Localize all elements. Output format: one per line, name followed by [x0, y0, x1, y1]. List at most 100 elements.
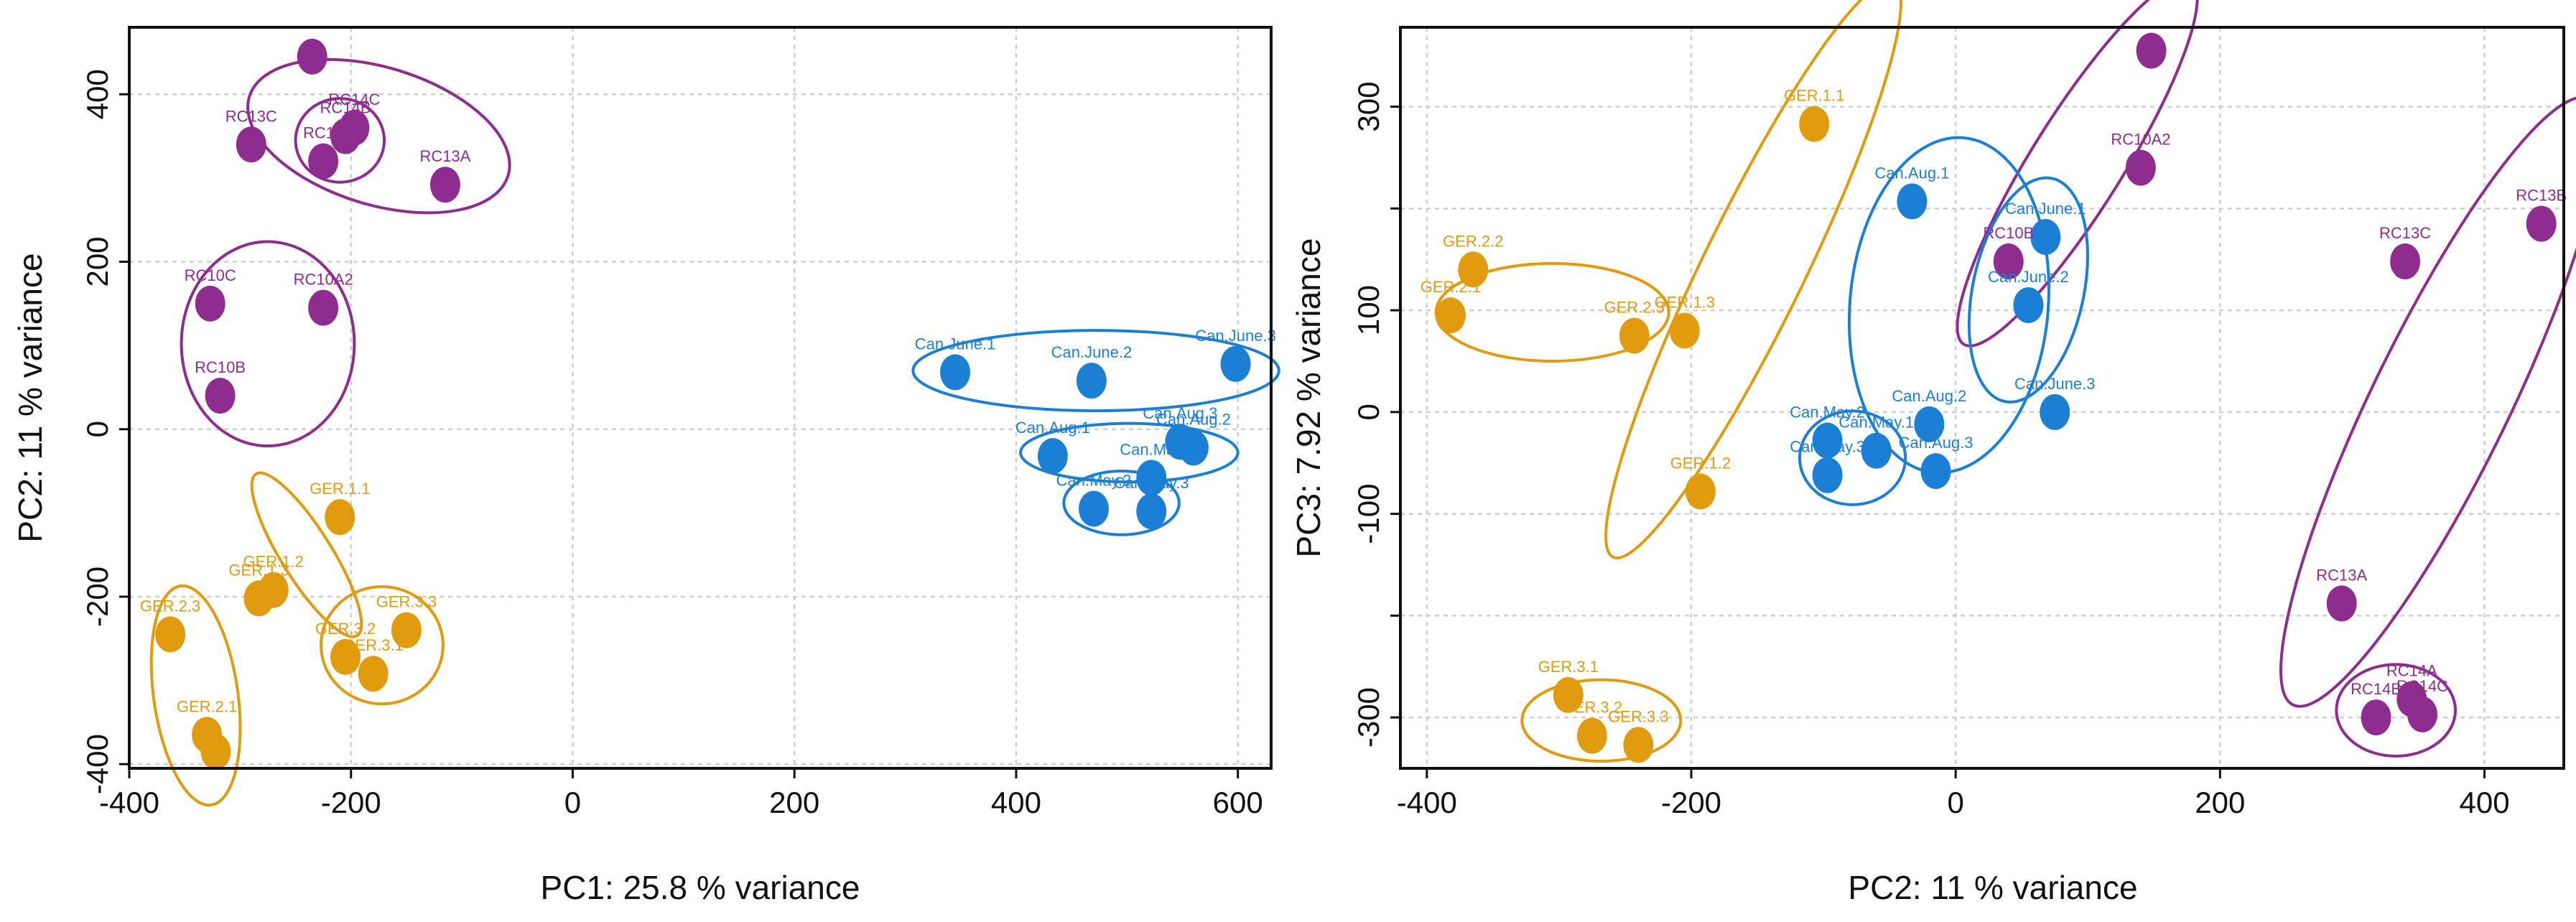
pc2-pc3-point-label-can-june-2: Can.June.2 [1988, 268, 2069, 286]
pc2-pc3-point-label-rc14c: RC14C [2396, 677, 2448, 695]
pc1-pc2-x-tick-label: 600 [1213, 786, 1263, 819]
pc2-pc3-point-can-june-2 [2013, 287, 2044, 323]
pc2-pc3-x-tick-label: -400 [1397, 786, 1457, 819]
pc2-pc3-y-axis-title: PC3: 7.92 % variance [1290, 238, 1327, 558]
pc2-pc3-x-ticks: -400 -200 0 200 400 [1397, 768, 2510, 819]
pc2-pc3-point-label-ger-2-3: GER.2.3 [1604, 299, 1665, 317]
pc2-pc3-point-label-ger-1-2: GER.1.2 [1670, 454, 1731, 472]
pc1-pc2-point-label-can-may: Can.May [1120, 440, 1183, 458]
pc1-pc2-x-ticks: -400 -200 0 200 400 600 [99, 768, 1263, 819]
pc1-pc2-point-label-can-aug-1: Can.Aug.1 [1015, 419, 1090, 437]
pc1-pc2-point-rc10a2 [308, 289, 339, 326]
pc1-pc2-point-label-ger-3-2: GER.3.2 [315, 620, 376, 638]
pc2-pc3-point-ger-3-2 [1576, 717, 1607, 754]
pc1-pc2-point-label-ger-3-1: GER.3.1 [343, 636, 403, 654]
pc2-pc3-x-tick-label: 200 [2195, 786, 2245, 819]
pc1-pc2-y-tick-label: -200 [80, 567, 114, 627]
pc1-pc2-ellipse-ger [149, 584, 242, 807]
pc1-pc2-point-label-can-june-3: Can.June.3 [1195, 327, 1276, 345]
pc1-pc2-point-label-ger-2-3: GER.2.3 [140, 597, 200, 615]
pc1-pc2-point-rc14 [308, 143, 339, 180]
pc1-pc2-point-label-ger-1-2: GER.1.2 [243, 553, 303, 571]
pc2-pc3-ellipse-can [1967, 176, 2089, 404]
pc1-pc2-point-label-rc10b: RC10B [195, 358, 246, 376]
pc2-pc3-point-label-ger-1-1: GER.1.1 [1784, 87, 1844, 105]
pc1-pc2-ellipse-can [1019, 422, 1240, 484]
pc1-pc2-point-rc10c [195, 285, 225, 322]
pc2-pc3-point-can-june-3 [2040, 394, 2070, 430]
pc2-pc3-y-tick-label: 100 [1352, 285, 1385, 335]
pc2-pc3-point-label-can-may-3: Can.May.3 [1790, 438, 1865, 456]
pc1-pc2-ellipse-can [1062, 470, 1181, 536]
pc2-pc3-point-label-rc14b: RC14B [2351, 680, 2401, 698]
pc2-pc3-point-ger-3-3 [1623, 727, 1654, 763]
pc1-pc2-ellipse-ger [320, 585, 445, 706]
pc1-pc2-y-ticks: -400 -200 0 200 400 [80, 69, 129, 794]
pc1-pc2-point-rc13a [429, 167, 460, 203]
pc2-pc3-x-tick-label: 0 [1948, 786, 1964, 819]
pc2-pc3-ellipse-ger [1604, 0, 1902, 560]
pc1-pc2-ellipse-rc [294, 97, 386, 184]
pc1-pc2-point-ger-3-2 [330, 638, 361, 675]
pc2-pc3-point-label-rc13c: RC13C [2379, 224, 2431, 242]
pc1-pc2-y-tick-label: -400 [80, 734, 114, 794]
pc1-pc2-point-label-ger-2-1: GER.2.1 [177, 697, 237, 715]
pc1-pc2-x-tick-label: 200 [769, 786, 819, 819]
pc2-pc3-point-ger-1-3 [1669, 312, 1700, 349]
pc2-pc3-grid [1400, 27, 2564, 768]
pc1-pc2-point-label-rc13c: RC13C [225, 107, 277, 125]
pc2-pc3-point-label-ger-1-3: GER.1.3 [1655, 293, 1715, 311]
pc2-pc3-point-can-aug-3 [1920, 453, 1951, 490]
pc2-pc3-point-can-aug-2 [1914, 406, 1945, 442]
pc1-pc2-point-label-can-may-3: Can.May.3 [1114, 474, 1189, 492]
pc1-pc2-point-can-aug-1 [1037, 438, 1068, 475]
pc1-pc2-point-ger-3-3 [391, 612, 422, 648]
pc1-pc2-point-label-rc14b: RC14B [320, 99, 371, 117]
pc2-pc3-point-label-rc13a: RC13A [2316, 566, 2367, 584]
pc1-pc2-point-label-rc10c: RC10C [185, 266, 236, 284]
pc1-pc2-y-tick-label: 0 [80, 421, 114, 437]
pc2-pc3-point-ger-1-1 [1799, 106, 1830, 142]
pc2-pc3-point-rc13b [2526, 205, 2557, 242]
pc2-pc3-point-can-june-1 [2030, 219, 2061, 256]
pc2-pc3-point-can-may-3 [1812, 457, 1843, 493]
pc1-pc2-x-tick-label: -200 [321, 786, 381, 819]
pc1-pc2-point-label-rc14c: RC14C [328, 90, 380, 108]
pc2-pc3-point-can-may-2 [1812, 422, 1843, 459]
pc1-pc2-point-label-ger-2-2: GER.2.2 [185, 714, 246, 732]
pc2-pc3-point-rc10a2 [2125, 149, 2156, 186]
pc2-pc3-point-label-rc10b: RC10B [1983, 224, 2034, 242]
pc2-pc3-point-label-rc10a2: RC10A2 [2111, 131, 2170, 149]
pc1-pc2-point-label-ger-1-3: GER.1.3 [228, 561, 289, 579]
pc1-pc2-point-can-may [1136, 460, 1167, 496]
pc1-pc2-point-label-ger-1-1: GER.1.1 [310, 480, 370, 498]
pc1-pc2-ellipse-can [911, 329, 1280, 413]
pc1-pc2-point-can-aug-2 [1178, 429, 1209, 466]
pc1-pc2-y-axis-title: PC2: 11 % variance [11, 253, 49, 542]
pc2-pc3-point-rc10c [2136, 32, 2167, 69]
pc1-pc2-y-tick-label: 400 [80, 69, 114, 119]
pc2-pc3-point-label-can-june-3: Can.June.3 [2014, 375, 2096, 393]
pc2-pc3-point-ger-2-2 [1458, 251, 1489, 288]
pc2-pc3-point-label-ger-3-1: GER.3.1 [1538, 658, 1599, 676]
pc1-pc2-x-tick-label: -400 [99, 786, 159, 819]
pc1-pc2-point-label-can-may-2: Can.May.2 [1056, 472, 1132, 490]
pc1-pc2-point-ger-3-1 [358, 656, 389, 692]
pc1-pc2-point-can-june-3 [1220, 345, 1251, 382]
pc1-pc2-grid [128, 27, 1271, 768]
pc1-pc2-x-tick-label: 0 [564, 786, 581, 819]
pc2-pc3-point-label-rc13b: RC13B [2516, 187, 2567, 205]
pc2-pc3-point-label-can-june-1: Can.June.1 [2005, 200, 2086, 218]
pc1-pc2-y-tick-label: 200 [80, 236, 114, 287]
pc2-pc3-point-label-ger-3-3: GER.3.3 [1608, 707, 1668, 725]
pc1-pc2-point-label-rc10a2: RC10A2 [294, 271, 353, 289]
pc2-pc3-point-can-aug-1 [1897, 183, 1928, 220]
pc2-pc3-point-ger-1-2 [1685, 473, 1716, 510]
pc1-pc2-point-label-can-june-1: Can.June.1 [915, 335, 996, 353]
pc2-pc3-point-label-can-aug-3: Can.Aug.3 [1899, 434, 1973, 452]
pc2-pc3-point-ger-2-3 [1619, 317, 1650, 354]
pc1-pc2-point-label-can-aug-3: Can.Aug.3 [1143, 404, 1217, 422]
